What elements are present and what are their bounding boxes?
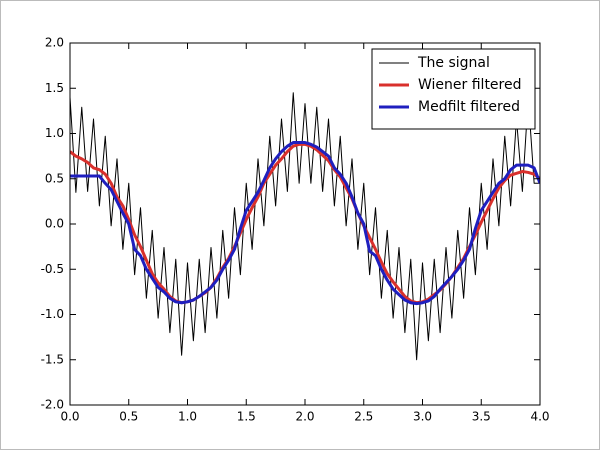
series-line	[70, 92, 540, 361]
x-tick-label: 2.5	[354, 410, 373, 424]
legend-box	[371, 48, 536, 130]
x-tick-label: 2.0	[295, 410, 314, 424]
x-tick-label: 1.0	[178, 410, 197, 424]
legend-label: Medfilt filtered	[418, 99, 520, 115]
x-tick-label: 3.5	[472, 410, 491, 424]
y-tick-label: -1.0	[41, 307, 64, 321]
series-line	[70, 141, 540, 306]
y-tick-label: -1.5	[41, 352, 64, 366]
y-tick-label: 0.0	[45, 217, 64, 231]
legend-label: The signal	[417, 55, 490, 71]
x-tick-label: 4.0	[530, 410, 549, 424]
y-tick-label: 2.0	[45, 36, 64, 50]
x-tick-label: 1.5	[237, 410, 256, 424]
y-tick-label: -0.5	[41, 262, 64, 276]
x-tick-label: 0.5	[119, 410, 138, 424]
y-tick-label: 1.0	[45, 126, 64, 140]
y-tick-label: 0.5	[45, 171, 64, 185]
x-tick-label: 0.0	[60, 410, 79, 424]
x-tick-label: 3.0	[413, 410, 432, 424]
y-tick-label: -2.0	[41, 398, 64, 412]
legend-label: Wiener filtered	[418, 77, 522, 93]
y-tick-label: 1.5	[45, 81, 64, 95]
